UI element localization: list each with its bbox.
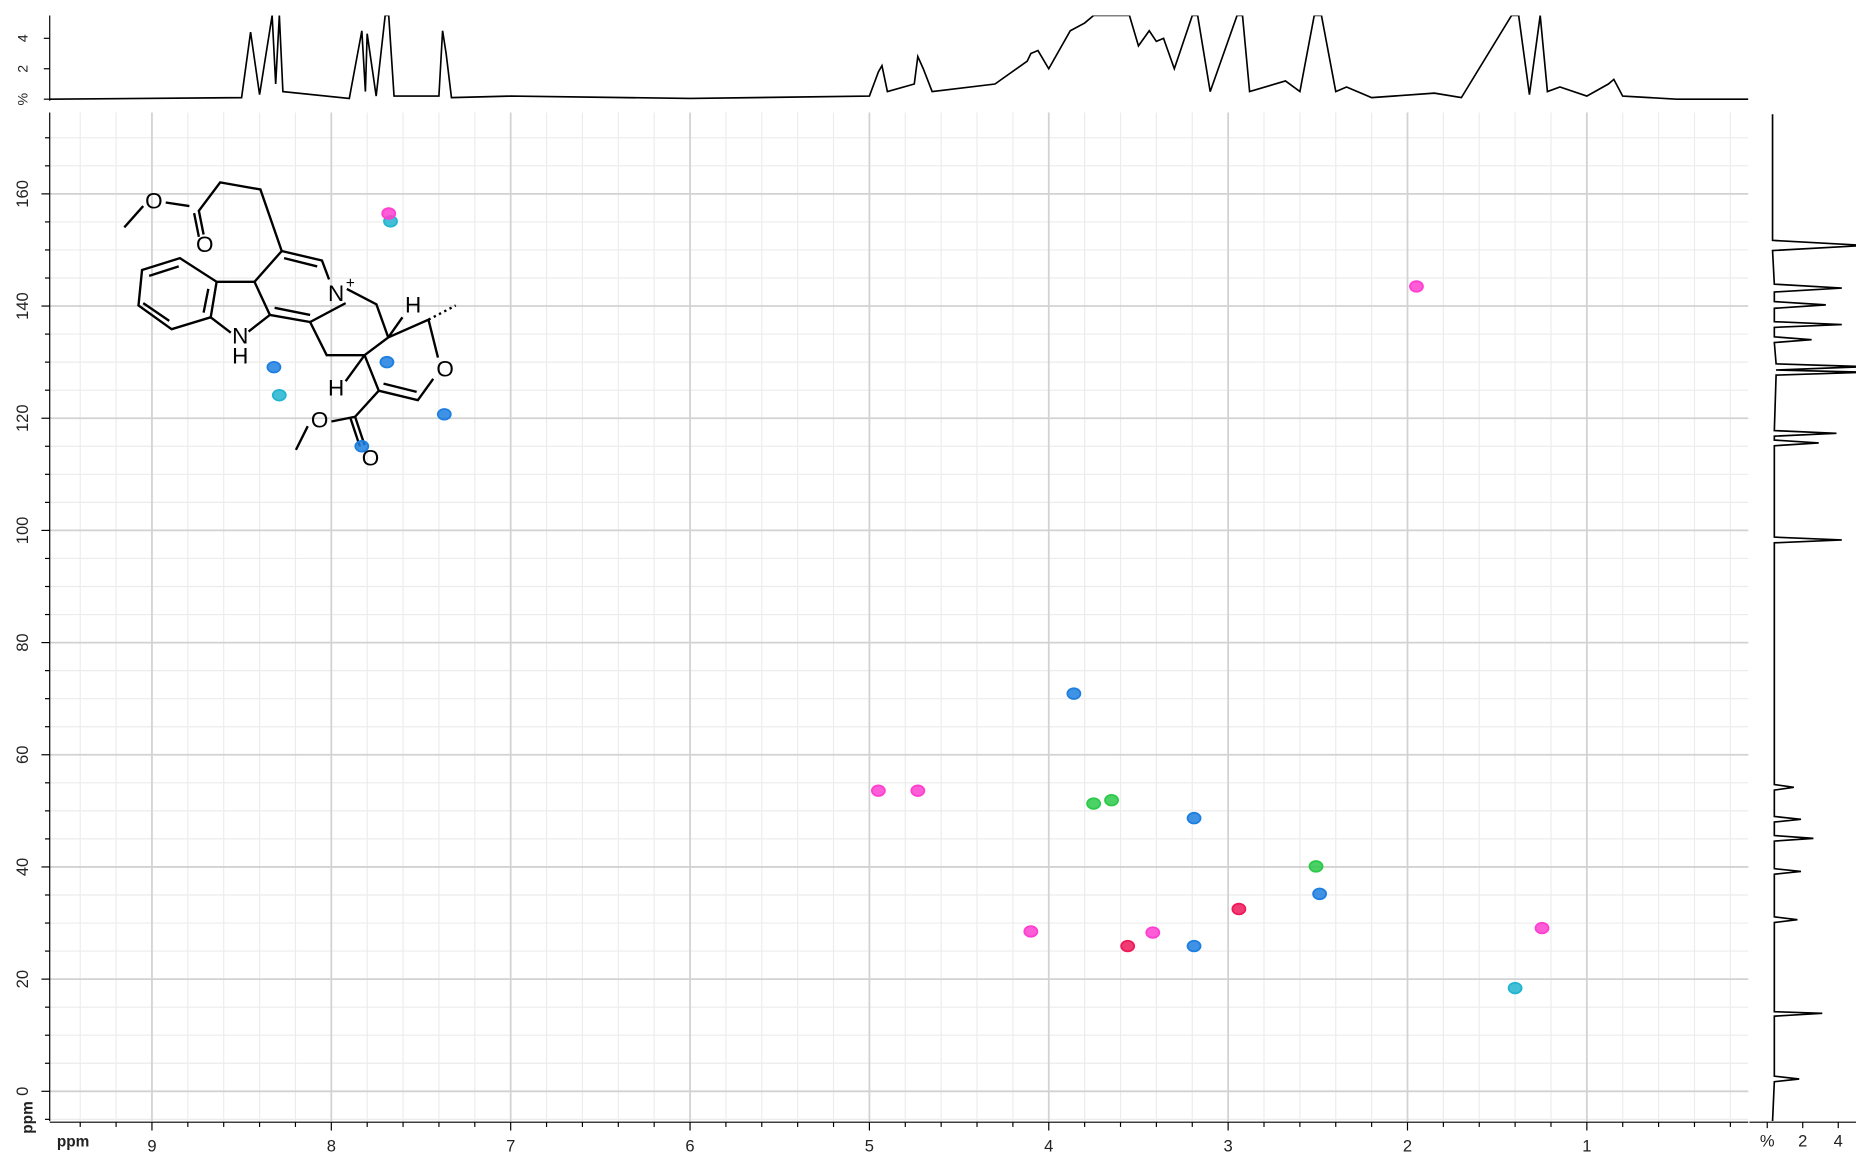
atom-label: H [232,343,248,368]
atom-label: O [436,357,453,382]
cross-peak [870,784,886,797]
cross-peak [910,784,926,797]
cross-peak [354,440,370,453]
y-tick-label: 140 [13,292,32,320]
y-tick-label: 20 [13,970,32,988]
y-tick-label: 4 [15,34,31,42]
cross-peak [1086,797,1102,810]
cross-peak [1231,902,1247,916]
x-tick-label: 2 [1403,1136,1412,1155]
cross-peak [381,207,397,220]
cross-peak [1120,939,1136,953]
atom-label: O [196,232,213,257]
cross-peak [1534,921,1550,935]
x-tick-label: 5 [865,1136,874,1155]
bond [344,316,404,382]
cross-peak [266,360,282,374]
x-tick-label: 3 [1224,1136,1233,1155]
cross-peak [1023,925,1039,938]
y-tick-label: 120 [13,404,32,432]
spectrum-trace [49,15,1749,100]
molecule-structure: O O N + N H H H O O O [123,181,457,470]
x-tick-label: % [1760,1132,1775,1151]
atom-label: H [328,375,344,400]
atom-label: N [232,323,248,348]
cross-peak [1507,981,1523,995]
x-tick-label: 9 [147,1136,156,1155]
cross-peak [379,355,395,369]
y-tick-label: 2 [15,65,31,73]
y-tick-label: 100 [13,517,32,545]
x-tick-label: 4 [1044,1136,1053,1155]
y-tick-label: % [15,92,31,105]
grid-layer [49,112,1749,1122]
atom-label: H [405,293,421,318]
x-tick-label: 7 [506,1136,515,1155]
cross-peak [1066,687,1082,700]
cross-peak [1104,793,1119,807]
y-tick-label: 60 [13,746,32,764]
cross-peak [271,389,287,402]
cross-peak [1145,926,1161,939]
x-tick-label: 2 [1798,1132,1807,1151]
hashed-bond [427,304,457,321]
atom-label: O [311,407,328,432]
bond [123,181,283,252]
cross-peak [1409,280,1424,293]
y-tick-label: 160 [13,180,32,208]
atom-label: O [362,445,379,470]
x-axis-label: ppm [57,1133,89,1150]
y-tick-label: 80 [13,633,32,651]
bond [209,280,272,334]
y-tick-label: 40 [13,858,32,876]
bond [294,389,380,451]
cross-peak [1308,860,1324,873]
spectrum-trace [1771,114,1856,1122]
cross-peak [436,408,452,421]
y-axis-label: ppm [19,1101,36,1133]
cross-peak [1186,939,1202,953]
cross-peak [1312,887,1328,901]
x-tick-label: 6 [685,1136,694,1155]
atom-label: O [145,188,162,213]
y-tick-label: 0 [13,1087,32,1096]
x-tick-label: 1 [1582,1136,1591,1155]
atom-label: N [328,281,344,306]
x-tick-label: 4 [1834,1132,1843,1151]
atom-label: + [346,275,355,292]
cross-peak [1186,811,1202,825]
x-tick-label: 8 [327,1136,336,1155]
